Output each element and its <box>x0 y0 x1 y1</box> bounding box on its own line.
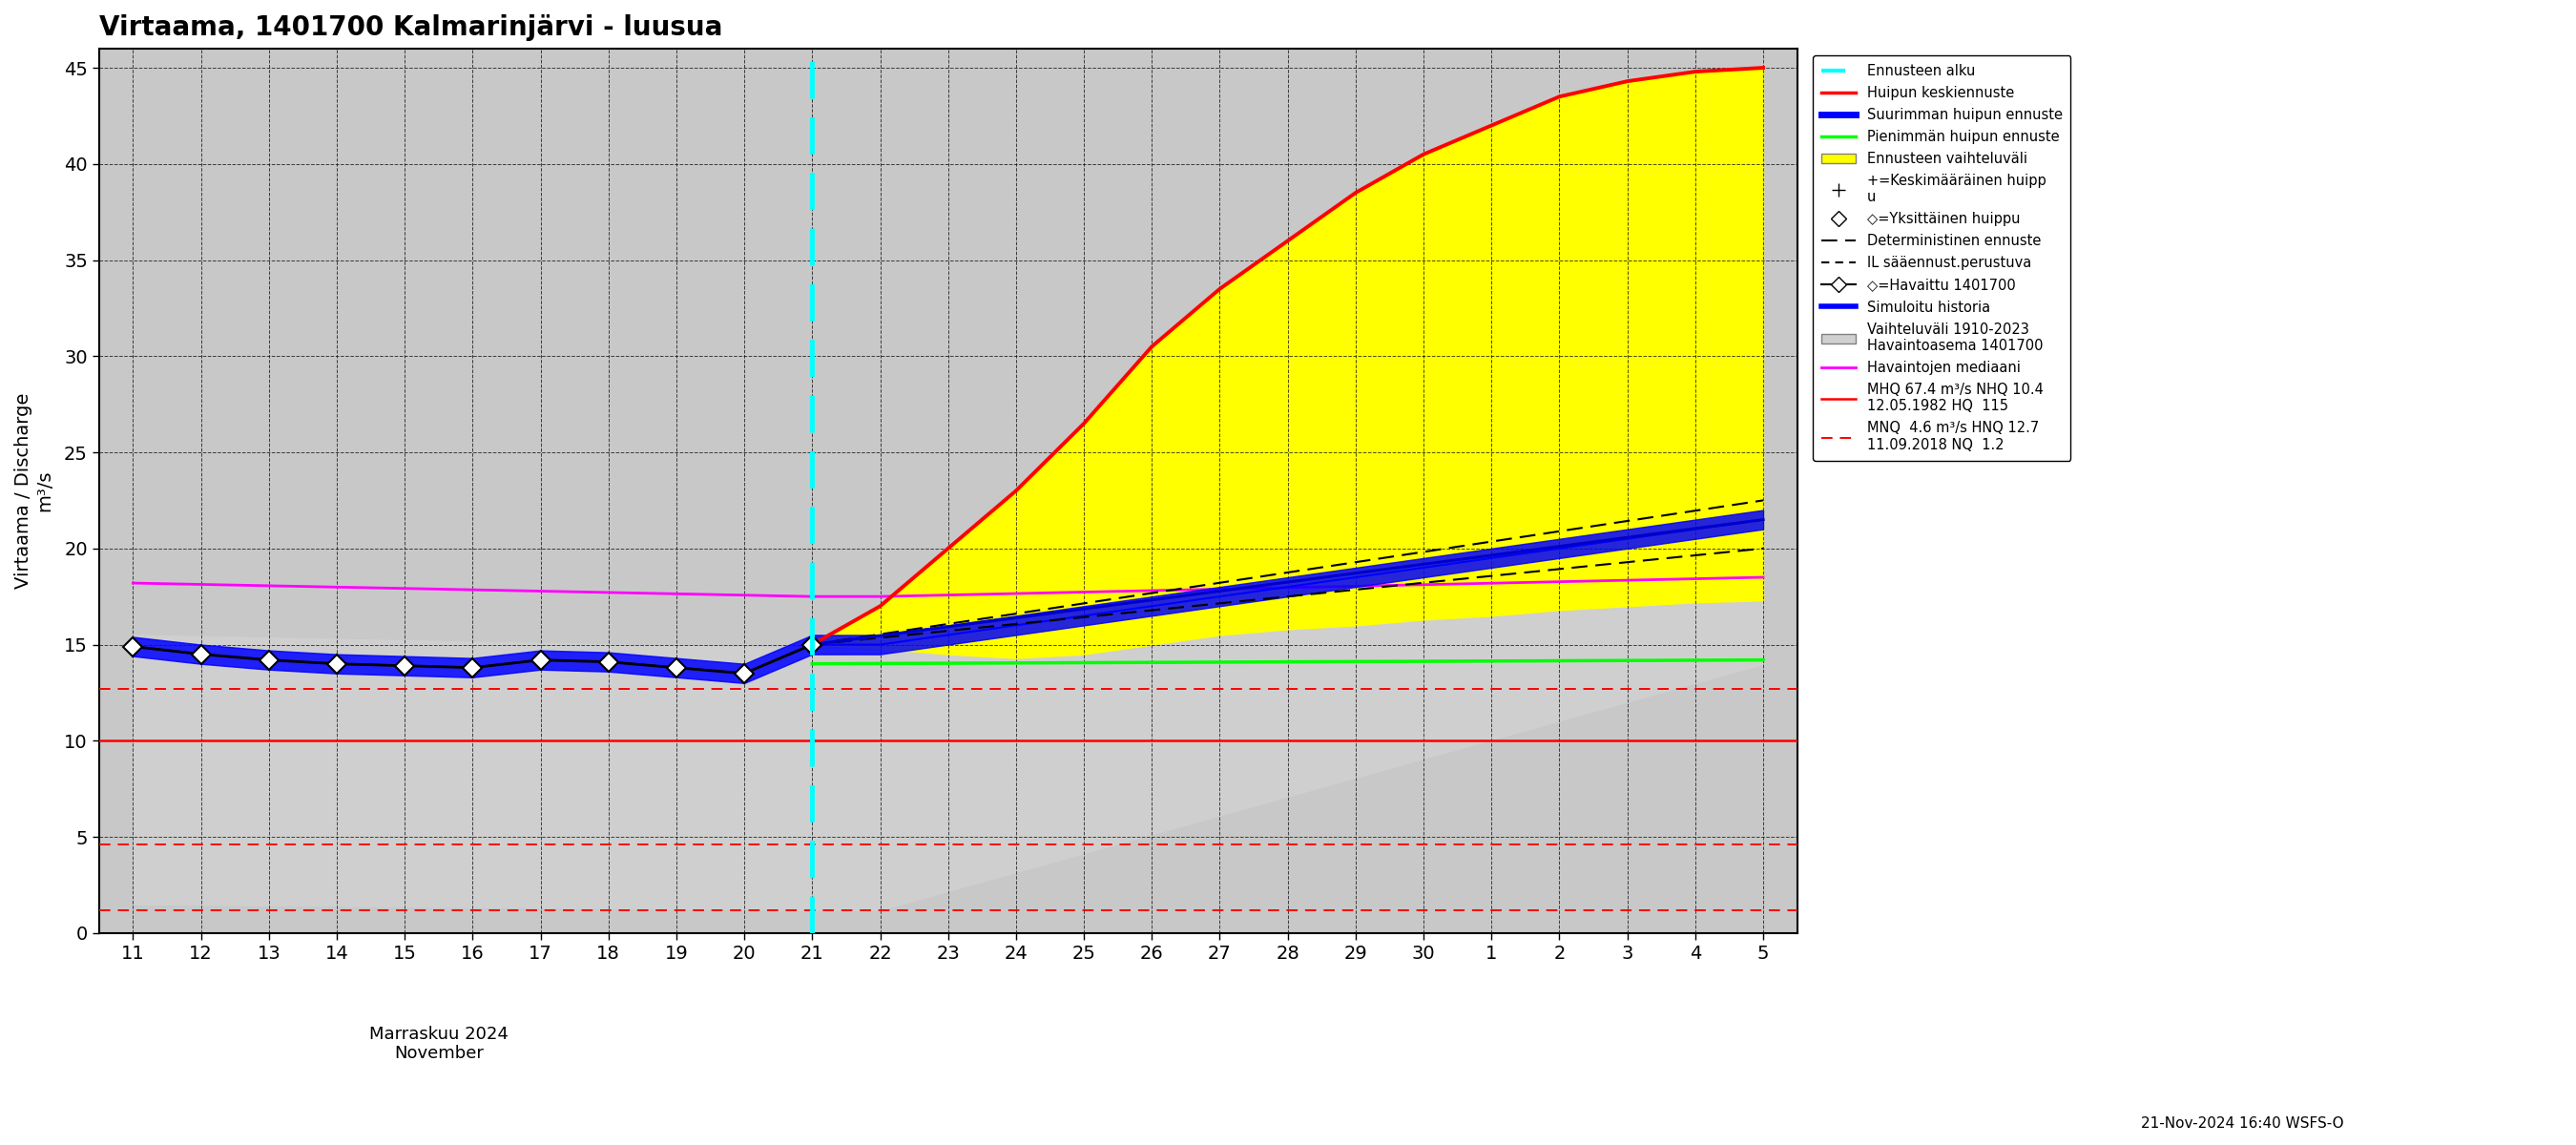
Text: Virtaama, 1401700 Kalmarinjärvi - luusua: Virtaama, 1401700 Kalmarinjärvi - luusua <box>98 14 721 41</box>
Text: 21-Nov-2024 16:40 WSFS-O: 21-Nov-2024 16:40 WSFS-O <box>2141 1116 2344 1131</box>
Legend: Ennusteen alku, Huipun keskiennuste, Suurimman huipun ennuste, Pienimmän huipun : Ennusteen alku, Huipun keskiennuste, Suu… <box>1814 55 2071 460</box>
Y-axis label: Virtaama / Discharge
m³/s: Virtaama / Discharge m³/s <box>15 393 54 589</box>
Text: Marraskuu 2024
November: Marraskuu 2024 November <box>368 1025 507 1063</box>
